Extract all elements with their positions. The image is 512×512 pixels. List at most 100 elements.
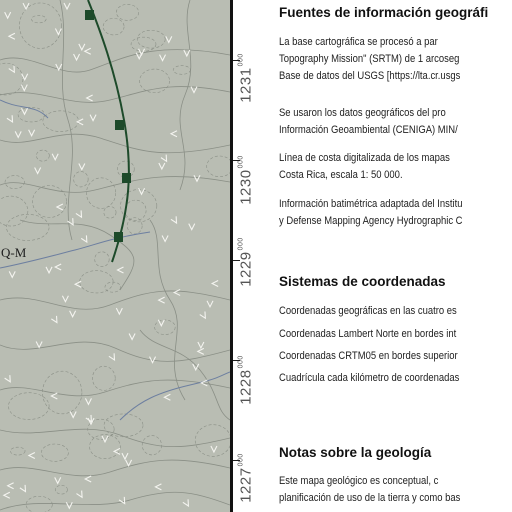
geology-symbol [200,379,208,387]
geology-symbol [169,130,178,138]
sources-line: Se usaron los datos geográficos del pro [279,107,446,119]
geology-symbol [73,280,82,288]
contour-line [0,491,230,511]
contour-line [139,329,230,421]
sources-line: Información batimétrica adaptada del Ins… [279,198,463,210]
sources-title: Fuentes de información geográfi [279,5,489,20]
grid-label: 1230000 [237,155,255,205]
contour-line [149,219,186,401]
contour-line [0,86,230,103]
grid-tick [233,360,240,361]
geology-symbol [116,266,124,274]
contour-loop [172,65,191,75]
geology-symbol [210,445,218,454]
geology-symbol [7,32,16,40]
geology-symbol [14,131,22,139]
geology-symbol [35,341,43,349]
contour-loop [116,4,140,21]
geology-symbol [210,279,219,287]
legend-panel: Fuentes de información geográfi La base … [279,0,512,512]
geology-symbol [78,163,86,171]
geology-line: Este mapa geológico es conceptual, c [279,475,439,487]
contour-loop [89,434,121,459]
contour-loop [136,29,166,49]
contour-loop [194,424,230,457]
contour-loop [41,443,69,462]
geology-symbol [193,174,201,183]
grid-tick [233,60,240,61]
contour-loop [8,392,50,420]
geology-symbol [65,502,73,510]
geology-title: Notas sobre la geología [279,445,432,460]
geology-symbol [108,353,116,362]
fault-tooth [122,173,131,183]
contour-loop [25,495,53,512]
geology-symbol [121,452,129,461]
geology-symbol [206,300,214,309]
geology-symbol [154,483,162,491]
contour-loop [0,62,24,96]
contour-loop [139,68,170,94]
geology-symbol [6,115,14,124]
contour-loop [4,175,25,189]
river-line [0,99,49,119]
contour-line [19,219,135,291]
contour-loop [73,171,89,188]
fault-tooth [114,232,123,242]
coordinates-line: Coordenadas Lambert Norte en bordes int [279,328,457,340]
contour-loop [94,251,110,268]
geology-symbol [160,154,168,163]
geology-symbol [101,435,109,444]
geology-symbol [27,452,36,459]
sources-line: Costa Rica, escala 1: 50 000. [279,169,403,181]
geology-symbol [54,477,62,485]
map-canvas [0,0,230,512]
contour-loop [102,18,125,36]
contour-loop [103,413,144,438]
sources-line: Información Geoambiental (CENIGA) MIN/ [279,124,458,136]
geology-symbol [138,188,146,196]
contour-loop [126,217,143,235]
geology-symbol [83,475,92,483]
geology-symbol [54,28,62,36]
geology-symbol [51,315,58,324]
grid-tick [233,260,240,261]
geology-symbol [4,11,12,20]
geology-symbol [89,114,97,122]
contour-lines [0,0,230,512]
contour-loop [154,319,176,335]
geology-symbol [157,319,165,328]
sources-line: Topography Mission" (SRTM) de 1 arcoseg [279,53,460,65]
contour-loop [103,206,117,219]
sources-line: La base cartográfica se procesó a par [279,36,438,48]
contour-loop [92,365,116,391]
geology-symbol [192,363,200,372]
geology-symbol [197,341,205,350]
contour-line [0,176,230,193]
geology-symbol [6,482,14,490]
geology-symbol [183,49,191,58]
geology-symbol [157,296,165,304]
geology-symbol [170,216,178,225]
geology-symbol [199,311,206,320]
geology-symbol [8,271,16,279]
contour-loop [87,418,115,440]
grid-tick [233,460,240,461]
geology-symbol [55,203,64,211]
sources-line: Base de datos del USGS [https://lta.cr.u… [279,70,461,82]
contour-line [59,0,73,241]
contour-loop [42,110,79,132]
geology-symbol [69,411,77,419]
geology-symbol [78,43,86,52]
contour-loop [0,195,29,227]
geology-symbol [20,84,28,92]
geology-symbol [118,496,126,505]
river-lines [0,99,230,421]
geology-symbol [138,48,146,56]
contour-line [0,379,230,397]
geology-symbol [196,347,205,355]
grid-label: 1228000 [237,355,255,405]
sources-line: Línea de costa digitalizada de los mapas [279,152,450,164]
geology-symbol [161,235,169,243]
geology-symbol [172,288,181,296]
